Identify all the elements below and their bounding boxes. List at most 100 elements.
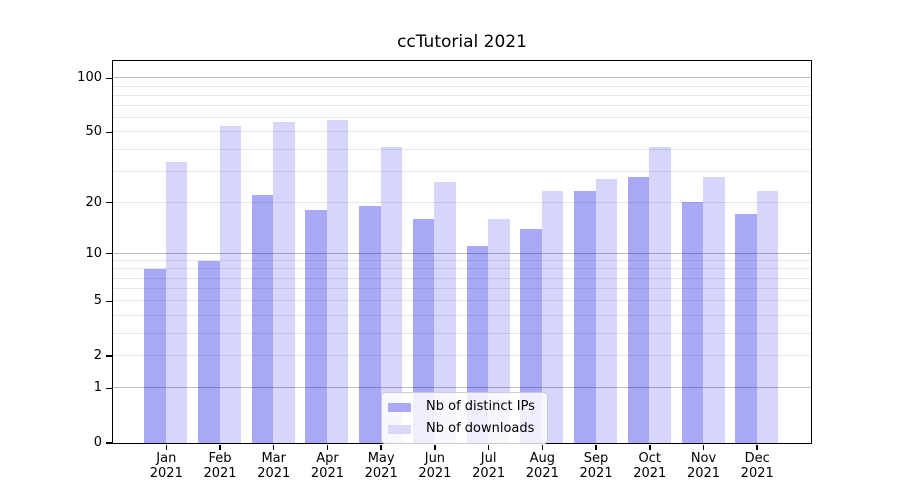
x-tick-month: Oct (638, 451, 661, 466)
bar-distinct-ips-sep (574, 191, 596, 443)
x-tick-year: 2021 (364, 466, 398, 481)
legend-item-downloads: Nb of downloads (388, 421, 535, 437)
gridline-y-10 (112, 252, 811, 254)
bar-downloads-aug (541, 191, 564, 443)
y-tick-label-20: 20 (85, 194, 102, 210)
x-tick-month: Apr (316, 451, 339, 466)
y-tick-label-10: 10 (85, 245, 102, 261)
bar-downloads-jul (488, 218, 510, 443)
y-tick-label-0: 0 (93, 435, 102, 450)
x-tick-label-feb: Feb 2021 (190, 451, 250, 481)
gridline-y-100 (112, 77, 811, 79)
x-tick-month: Jan (156, 451, 177, 466)
x-tick-year: 2021 (418, 466, 452, 481)
x-tick-month: Aug (529, 451, 556, 466)
x-tick-year: 2021 (149, 466, 183, 481)
x-tick-month: Jul (480, 451, 497, 466)
bar-downloads-jun (434, 182, 456, 443)
y-tick-mark-2 (106, 355, 112, 357)
x-tick-label-dec: Dec 2021 (727, 451, 787, 481)
x-tick-month: Feb (208, 451, 232, 466)
y-tick-mark-1 (106, 387, 112, 389)
bar-distinct-ips-dec (735, 214, 757, 443)
x-tick-mark-mar (272, 444, 275, 450)
x-tick-year: 2021 (525, 466, 559, 481)
x-tick-mark-oct (649, 444, 651, 450)
x-tick-year: 2021 (472, 466, 506, 481)
legend-swatch-distinct-ips (388, 402, 411, 412)
bar-distinct-ips-oct (627, 176, 650, 443)
y-tick-mark-0 (106, 442, 112, 444)
x-tick-mark-jul (487, 444, 490, 450)
gridline-y-7 (112, 277, 811, 279)
x-tick-mark-feb (219, 444, 221, 450)
x-tick-month: Jun (424, 451, 446, 466)
gridline-y-9 (112, 260, 811, 262)
gridline-y-60 (112, 117, 811, 119)
x-tick-year: 2021 (203, 466, 237, 481)
x-tick-label-may: May 2021 (351, 451, 411, 481)
bar-distinct-ips-aug (520, 228, 542, 443)
bar-downloads-dec (756, 191, 779, 443)
gridline-y-20 (112, 201, 811, 203)
y-tick-mark-50 (106, 131, 112, 134)
y-tick-mark-5 (106, 300, 112, 303)
x-tick-year: 2021 (579, 466, 613, 481)
bar-downloads-sep (595, 179, 618, 443)
bar-downloads-mar (273, 121, 295, 443)
gridline-y-5 (112, 300, 811, 302)
x-tick-mark-aug (541, 444, 544, 450)
bar-downloads-nov (703, 176, 725, 443)
bar-downloads-feb (219, 125, 242, 443)
x-tick-label-jan: Jan 2021 (136, 451, 196, 481)
bar-distinct-ips-nov (681, 202, 703, 443)
legend-item-distinct-ips: Nb of distinct IPs (388, 399, 535, 415)
legend-swatch-downloads (388, 424, 411, 434)
legend: Nb of distinct IPs Nb of downloads (381, 392, 548, 444)
y-tick-mark-100 (106, 77, 112, 80)
gridline-y-4 (112, 314, 811, 316)
x-tick-year: 2021 (633, 466, 667, 481)
x-tick-label-nov: Nov 2021 (674, 451, 734, 481)
x-tick-mark-apr (326, 444, 329, 450)
y-tick-label-1: 1 (93, 380, 102, 396)
x-tick-mark-nov (702, 444, 705, 450)
y-tick-label-100: 100 (77, 70, 102, 86)
legend-label-downloads: Nb of downloads (426, 421, 535, 436)
gridline-y-70 (112, 105, 811, 107)
x-tick-month: Sep (583, 451, 609, 466)
bar-distinct-ips-jan (144, 268, 166, 443)
bar-downloads-oct (649, 147, 671, 443)
y-tick-label-2: 2 (93, 348, 102, 364)
gridline-y-90 (112, 85, 811, 87)
bar-downloads-may (380, 147, 403, 443)
gridline-y-2 (112, 355, 811, 357)
gridline-y-3 (112, 332, 811, 334)
x-tick-label-mar: Mar 2021 (244, 451, 304, 481)
y-tick-mark-20 (106, 201, 112, 204)
legend-label-distinct-ips: Nb of distinct IPs (426, 399, 535, 414)
bar-distinct-ips-mar (251, 194, 274, 443)
x-tick-label-sep: Sep 2021 (566, 451, 626, 481)
x-tick-label-apr: Apr 2021 (297, 451, 357, 481)
gridline-y-50 (112, 131, 811, 133)
x-tick-month: Nov (690, 451, 717, 466)
x-tick-month: May (367, 451, 395, 466)
gridline-y-80 (112, 94, 811, 96)
y-tick-label-5: 5 (93, 293, 102, 309)
gridline-y-30 (112, 170, 811, 172)
bar-downloads-apr (326, 120, 349, 443)
bar-downloads-jan (165, 161, 188, 443)
gridline-y-1 (112, 387, 811, 389)
y-tick-label-50: 50 (85, 124, 102, 140)
x-tick-label-jul: Jul 2021 (459, 451, 519, 481)
x-tick-month: Dec (744, 451, 770, 466)
gridline-y-6 (112, 288, 811, 290)
x-tick-year: 2021 (740, 466, 774, 481)
x-tick-label-oct: Oct 2021 (620, 451, 680, 481)
x-tick-mark-may (380, 444, 382, 450)
x-tick-year: 2021 (310, 466, 344, 481)
x-tick-mark-sep (595, 444, 597, 450)
x-tick-year: 2021 (686, 466, 721, 481)
